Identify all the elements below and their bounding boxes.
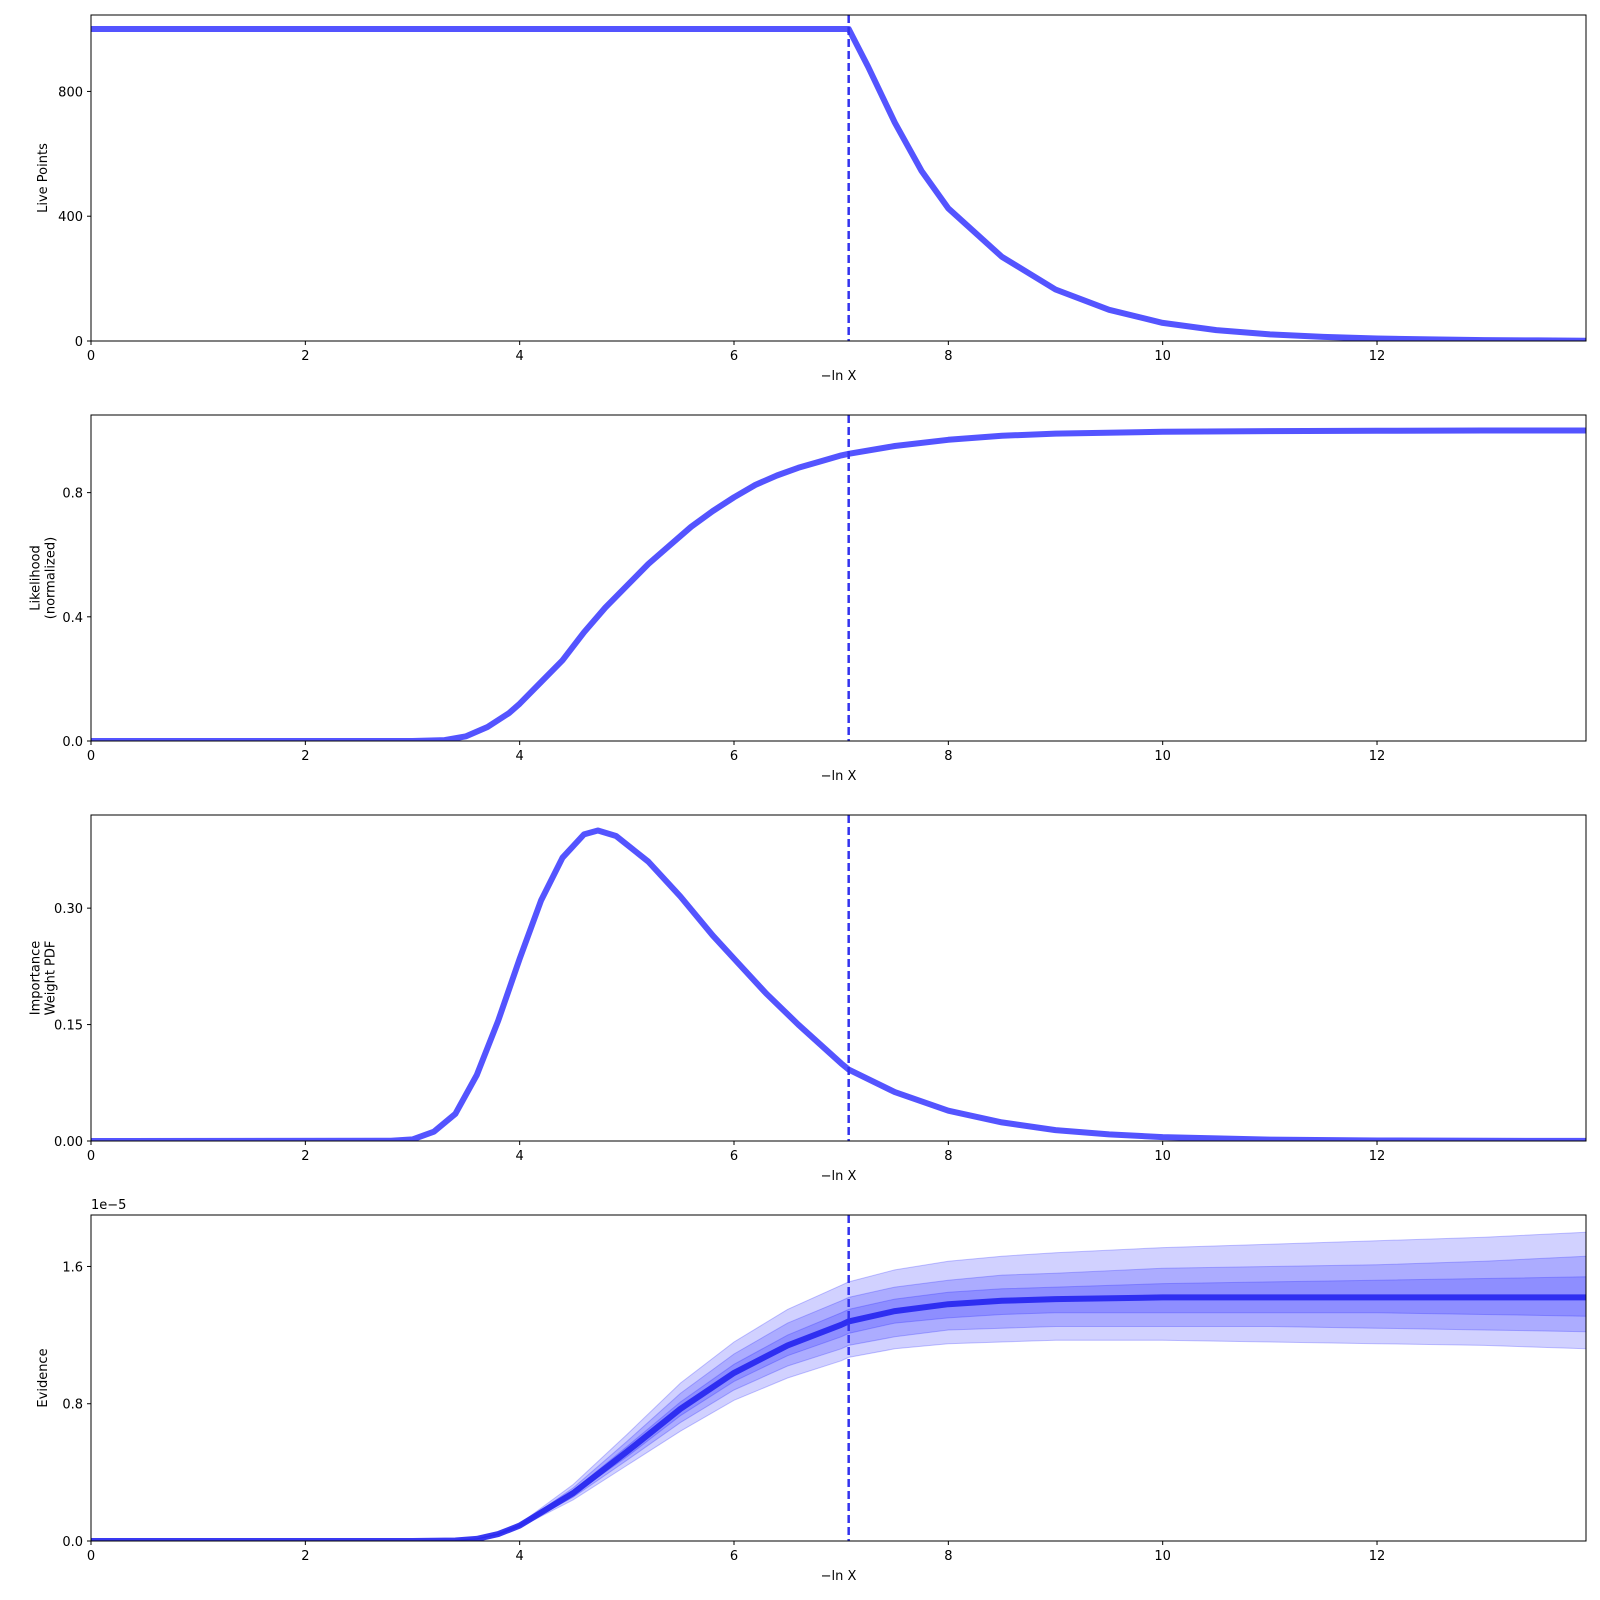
series-line-1	[91, 26, 1586, 341]
y-tick-label: 0.15	[54, 1019, 83, 1034]
y-tick-label: 800	[58, 85, 83, 100]
axes-frame	[90, 14, 1587, 342]
x-tick-label: 0	[87, 1549, 95, 1564]
series-line-1	[91, 827, 1586, 1141]
band-3sigma	[91, 1231, 1586, 1541]
x-axis-label: −ln X	[821, 1169, 857, 1184]
panel-3: 0 2 4 6 8 10 12 0.00 0.15 0.30 −ln X Importance Weig…	[29, 814, 1587, 1184]
plot-area	[91, 15, 1586, 341]
y-axis-label: Importance	[29, 941, 44, 1016]
y-axis-label: Likelihood	[29, 545, 44, 611]
y-tick-label: 0.4	[62, 611, 83, 626]
plot-area	[91, 415, 1586, 741]
x-tick-label: 6	[730, 349, 738, 364]
band-1sigma	[91, 1276, 1586, 1541]
plot-area	[91, 815, 1586, 1141]
axes-frame	[90, 1214, 1587, 1542]
x-axis-label: −ln X	[821, 1569, 857, 1584]
x-tick-label: 10	[1154, 1549, 1171, 1564]
y-axis-label: Live Points	[36, 143, 51, 213]
panel-1: 0 2 4 6 8 10 12 0 400 800 −ln X Live Points	[36, 14, 1587, 384]
y-tick-label: 0.0	[62, 1535, 83, 1550]
plot-area	[91, 1215, 1586, 1541]
y-tick-label: 0.0	[62, 735, 83, 750]
x-tick-label: 0	[87, 1149, 95, 1164]
y-tick-label: 0.00	[54, 1135, 83, 1150]
x-tick-label: 6	[730, 749, 738, 764]
y-tick-label: 0.8	[62, 487, 83, 502]
x-tick-label: 6	[730, 1549, 738, 1564]
y-tick-label: 0.30	[54, 902, 83, 917]
y-axis-label: Evidence	[36, 1348, 51, 1407]
x-tick-label: 8	[944, 749, 952, 764]
y-tick-label: 1.6	[62, 1260, 83, 1275]
x-tick-label: 12	[1369, 1549, 1386, 1564]
x-tick-label: 0	[87, 349, 95, 364]
panel-4: 0 2 4 6 8 10 12 0.0 0.8 1.6 −ln X Evidence 1e−5	[36, 1198, 1587, 1584]
x-tick-label: 4	[516, 349, 524, 364]
x-tick-label: 4	[516, 1149, 524, 1164]
x-tick-label: 12	[1369, 1149, 1386, 1164]
x-tick-label: 0	[87, 749, 95, 764]
x-tick-label: 12	[1369, 749, 1386, 764]
x-axis-label: −ln X	[821, 369, 857, 384]
y-axis-label: (normalized)	[44, 537, 59, 619]
x-axis-label: −ln X	[821, 769, 857, 784]
x-tick-label: 4	[516, 1549, 524, 1564]
y-offset-text: 1e−5	[91, 1198, 126, 1213]
x-tick-label: 12	[1369, 349, 1386, 364]
x-tick-label: 8	[944, 1549, 952, 1564]
band-2sigma	[91, 1255, 1586, 1541]
x-tick-label: 8	[944, 349, 952, 364]
x-tick-label: 4	[516, 749, 524, 764]
x-tick-label: 10	[1154, 1149, 1171, 1164]
panel-2: 0 2 4 6 8 10 12 0.0 0.4 0.8 −ln X Likelihood (normal…	[29, 414, 1587, 784]
x-tick-label: 10	[1154, 349, 1171, 364]
y-tick-label: 400	[58, 210, 83, 225]
series-line-1	[91, 1294, 1586, 1541]
series-line-1	[91, 427, 1586, 741]
y-axis-label: Weight PDF	[44, 941, 59, 1016]
axes-frame	[90, 414, 1587, 742]
y-tick-label: 0.8	[62, 1398, 83, 1413]
x-tick-label: 2	[301, 749, 309, 764]
y-tick-label: 0	[75, 335, 83, 350]
axes-frame	[90, 814, 1587, 1142]
x-tick-label: 6	[730, 1149, 738, 1164]
x-tick-label: 2	[301, 1149, 309, 1164]
x-tick-label: 2	[301, 1549, 309, 1564]
x-tick-label: 2	[301, 349, 309, 364]
x-tick-label: 10	[1154, 749, 1171, 764]
x-tick-label: 8	[944, 1149, 952, 1164]
